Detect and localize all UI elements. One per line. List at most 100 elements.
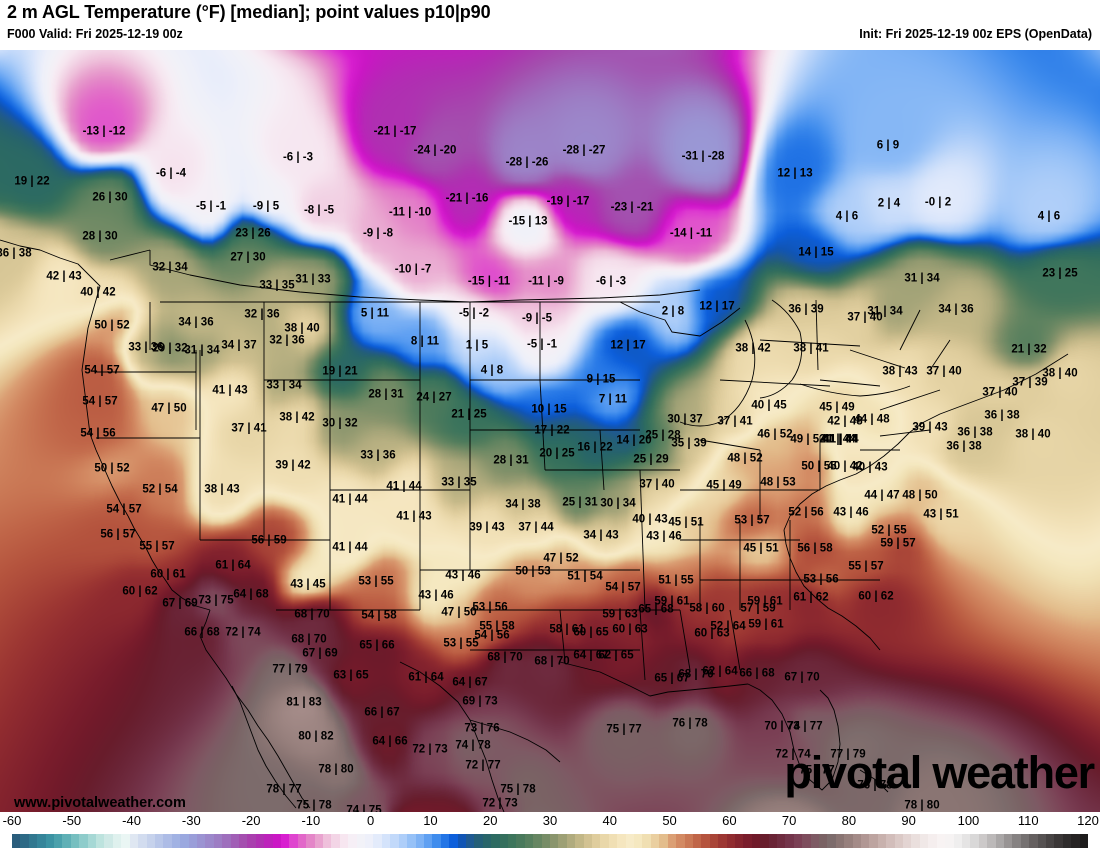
colorbar-swatch [592,834,601,848]
colorbar-swatch [230,834,239,848]
point-value-label: 14 | 20 [616,434,652,447]
colorbar-swatch [608,834,618,848]
temperature-map[interactable]: 19 | 22 -13 | -12 26 | 30 28 | 30 36 | 38 42 … [0,50,1100,812]
point-value-label: -10 | -7 [394,263,432,276]
colorbar-swatch [684,834,693,848]
colorbar-swatch [1045,834,1055,848]
colorbar-tick: -20 [241,813,261,828]
point-value-label: -19 | -17 [546,195,590,208]
point-value-label: 21 | 32 [1011,343,1047,356]
colorbar-tick: 70 [781,813,797,828]
colorbar-swatch [205,834,214,848]
point-value-label: 2 | 8 [661,305,685,318]
colorbar-swatch [541,834,550,848]
point-value-label: 37 | 40 [926,365,962,378]
colorbar-swatch [163,834,172,848]
colorbar-tick: 80 [841,813,857,828]
point-value-label: 50 | 52 [94,462,130,475]
point-value-label: 23 | 26 [235,227,271,240]
colorbar-swatch [348,834,357,848]
colorbar-tick: 0 [367,813,375,828]
point-value-label: 28 | 31 [493,454,529,467]
point-value-label: -28 | -27 [562,144,606,157]
point-value-label: -23 | -21 [610,201,654,214]
colorbar-swatch [482,834,492,848]
point-value-label: 12 | 13 [777,167,813,180]
colorbar-swatch [398,834,408,848]
colorbar-swatch [634,834,643,848]
point-value-label: 2 | 4 [877,197,901,210]
point-value-label: 10 | 15 [531,403,567,416]
colorbar-swatch [457,834,466,848]
colorbar-swatch [600,834,609,848]
colorbar-swatch [423,834,433,848]
point-value-label: 31 | 34 [904,272,940,285]
point-value-label: 74 | 78 [455,739,491,752]
point-value-label: 60 | 63 [694,627,730,640]
colorbar-swatch [474,834,483,848]
point-value-label: 55 | 57 [848,560,884,573]
point-value-label: 64 | 68 [233,588,269,601]
page-title: 2 m AGL Temperature (°F) [median]; point… [7,2,491,22]
colorbar-tick: 30 [542,813,558,828]
point-value-label: -0 | 2 [924,196,952,209]
colorbar-swatch [768,834,777,848]
point-value-label: 58 | 61 [549,623,585,636]
point-value-label: -9 | -5 [521,312,553,325]
point-value-label: 64 | 66 [372,735,408,748]
point-value-label: 36 | 38 [946,440,982,453]
point-value-label: 40 | 42 [80,286,116,299]
point-value-label: 68 | 70 [291,633,327,646]
valid-time-label: F000 Valid: Fri 2025-12-19 00z [7,27,183,41]
colorbar-swatch [28,834,38,848]
point-value-label: 55 | 58 [479,620,515,633]
point-value-label: 40 | 43 [632,513,668,526]
colorbar-swatch [583,834,593,848]
point-value-label: 74 | 75 [346,804,382,812]
point-value-label: 56 | 59 [251,534,287,547]
point-value-label: 25 | 31 [562,496,598,509]
point-value-label: 59 | 63 [602,608,638,621]
point-value-label: 6 | 9 [876,139,900,152]
point-value-label: 47 | 52 [543,552,579,565]
point-value-label: 38 | 43 [882,365,918,378]
point-value-label: -15 | 13 [508,215,548,228]
point-value-label: 75 | 78 [296,799,332,812]
point-value-label: 41 | 43 [212,384,248,397]
point-value-label: 65 | 67 [654,672,690,685]
colorbar[interactable]: -60 -50 -40 -30 -20 -10 0 10 20 30 40 50 60 70 80 90 100… [0,812,1100,850]
point-value-label: -5 | -1 [195,200,227,213]
point-value-label: 38 | 40 [284,322,320,335]
point-value-label: 81 | 83 [286,696,322,709]
colorbar-swatch [356,834,366,848]
colorbar-swatch [1003,834,1013,848]
point-value-label: 52 | 55 [871,524,907,537]
colorbar-swatch [171,834,181,848]
colorbar-swatch [432,834,441,848]
point-value-label: 12 | 17 [699,300,735,313]
point-value-label: 36 | 38 [984,409,1020,422]
point-value-label: 38 | 43 [204,483,240,496]
point-value-label: 51 | 54 [567,570,603,583]
colorbar-swatch [323,834,332,848]
colorbar-swatch [558,834,567,848]
colorbar-swatch [734,834,744,848]
point-value-label: 21 | 25 [451,408,487,421]
point-value-label: -31 | -28 [681,150,725,163]
point-value-label: 61 | 64 [408,671,444,684]
colorbar-swatch [760,834,769,848]
point-value-label: 61 | 62 [793,591,829,604]
colorbar-swatch [844,834,853,848]
point-value-label: 32 | 36 [244,308,280,321]
point-value-label: 41 | 43 [396,510,432,523]
colorbar-swatch [524,834,534,848]
colorbar-tick: -30 [181,813,201,828]
point-value-label: -15 | -11 [467,275,511,288]
point-value-label: 53 | 55 [358,575,394,588]
colorbar-swatch [281,834,290,848]
point-value-label: 32 | 34 [152,261,188,274]
point-value-label: 55 | 57 [139,540,175,553]
colorbar-swatch [1012,834,1021,848]
point-value-label: 33 | 35 [441,476,477,489]
point-value-label: 17 | 22 [534,424,570,437]
